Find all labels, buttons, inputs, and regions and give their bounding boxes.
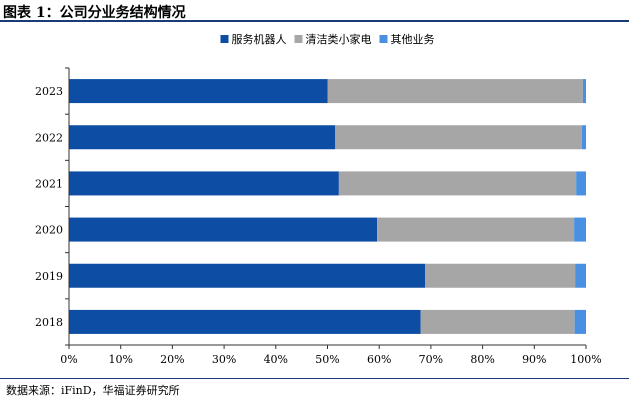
bar-segment: [420, 309, 575, 334]
chart-area: 服务机器人 清洁类小家电 其他业务 0% 10% 20% 30% 40% 50% 60% 70% 8…: [0, 23, 629, 373]
source-note: 数据来源：iFinD，华福证券研究所: [6, 382, 180, 398]
legend-item: 清洁类小家电: [294, 32, 372, 46]
bar-segment: [69, 79, 328, 104]
legend-item: 其他业务: [379, 33, 435, 46]
x-tick-label: 70%: [419, 353, 443, 366]
source-text: iFinD，华福证券研究所: [61, 384, 180, 397]
legend-swatch: [294, 35, 303, 43]
x-tick-label: 10%: [108, 353, 132, 366]
legend-label: 清洁类小家电: [306, 32, 372, 46]
bar-segment: [69, 309, 421, 334]
bar-segment: [425, 263, 576, 288]
legend-label: 其他业务: [391, 33, 435, 46]
bar-segment: [575, 263, 586, 288]
source-divider: [0, 378, 629, 379]
legend: 服务机器人 清洁类小家电 其他业务: [220, 32, 435, 46]
x-tick-label: 40%: [264, 353, 288, 366]
x-tick-label: 100%: [570, 353, 601, 366]
bar-segment: [69, 171, 339, 196]
bar-segment: [69, 263, 426, 288]
bar-segment: [69, 217, 378, 242]
bar-segment: [574, 309, 586, 334]
axes: 0% 10% 20% 30% 40% 50% 60% 70% 80% 90% 100% 2023 202…: [35, 67, 602, 366]
legend-label: 服务机器人: [232, 32, 287, 46]
x-tick-label: 50%: [315, 353, 339, 366]
y-tick-label: 2021: [35, 177, 63, 190]
x-tick-label: 0%: [60, 353, 77, 366]
legend-item: 服务机器人: [220, 32, 287, 46]
x-tick-label: 30%: [212, 353, 236, 366]
y-tick-label: 2018: [35, 316, 63, 329]
bar-segment: [69, 125, 336, 150]
y-tick-label: 2023: [35, 85, 63, 98]
legend-swatch: [379, 35, 388, 43]
source-label: 数据来源：: [6, 384, 61, 397]
bar-segment: [327, 79, 583, 104]
bar-segment: [581, 125, 586, 150]
bars: [69, 79, 586, 334]
y-tick-label: 2019: [35, 270, 63, 283]
title-divider: [0, 20, 629, 22]
stacked-bar-chart: 服务机器人 清洁类小家电 其他业务 0% 10% 20% 30% 40% 50% 60% 70% 8…: [35, 32, 602, 366]
bar-segment: [574, 217, 586, 242]
figure-title: 图表 1：公司分业务结构情况: [3, 5, 186, 21]
x-tick-label: 90%: [522, 353, 546, 366]
bar-segment: [576, 171, 586, 196]
bar-segment: [338, 171, 577, 196]
bar-segment: [335, 125, 582, 150]
x-tick-label: 20%: [160, 353, 184, 366]
legend-swatch: [220, 35, 229, 43]
bar-segment: [377, 217, 575, 242]
y-tick-label: 2020: [35, 224, 63, 237]
x-tick-label: 80%: [470, 353, 494, 366]
bar-segment: [582, 79, 586, 104]
x-tick-label: 60%: [367, 353, 391, 366]
y-tick-label: 2022: [35, 131, 63, 144]
